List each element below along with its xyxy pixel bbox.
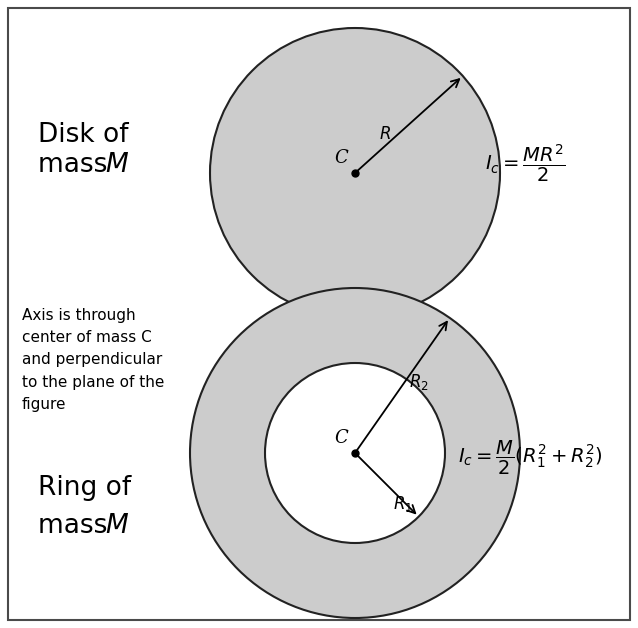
- Circle shape: [265, 363, 445, 543]
- Text: $M$: $M$: [105, 152, 129, 178]
- Text: mass: mass: [38, 513, 115, 539]
- Text: C: C: [334, 429, 348, 447]
- Text: $I_c = \dfrac{M}{2}(R_1^2 + R_2^2)$: $I_c = \dfrac{M}{2}(R_1^2 + R_2^2)$: [457, 439, 602, 477]
- Text: Axis is through
center of mass C
and perpendicular
to the plane of the
figure: Axis is through center of mass C and per…: [22, 308, 165, 412]
- Text: C: C: [334, 149, 348, 167]
- Text: $I_c = \dfrac{MR^2}{2}$: $I_c = \dfrac{MR^2}{2}$: [485, 142, 565, 184]
- Circle shape: [210, 28, 500, 318]
- Text: Ring of: Ring of: [38, 475, 131, 501]
- Text: $R$: $R$: [380, 126, 392, 143]
- FancyBboxPatch shape: [8, 8, 630, 620]
- Text: mass: mass: [38, 152, 115, 178]
- Text: Disk of: Disk of: [38, 122, 129, 148]
- Text: $R_1$: $R_1$: [393, 494, 413, 514]
- Text: $R_2$: $R_2$: [409, 372, 429, 392]
- Circle shape: [190, 288, 520, 618]
- Text: $M$: $M$: [105, 513, 129, 539]
